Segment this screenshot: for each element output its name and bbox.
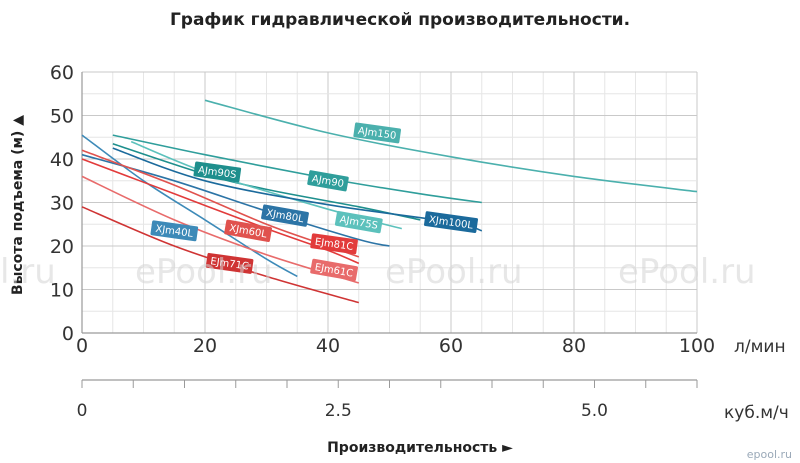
series-label-text: EJm71C bbox=[210, 256, 250, 272]
series-label-box bbox=[334, 210, 383, 234]
series-label-ajm90s: AJm90S bbox=[193, 161, 242, 183]
x-axis-label: Производительность ► bbox=[327, 440, 513, 456]
series-label-xjm100l: XJm100L bbox=[424, 211, 478, 234]
series-label-box bbox=[310, 233, 358, 255]
x-tick-label: 60 bbox=[439, 335, 463, 357]
y-tick-label: 10 bbox=[50, 280, 74, 302]
y-axis-label: Высота подъема (м) ▲ bbox=[10, 115, 26, 295]
y-tick-labels: 0 10 20 30 40 50 60 bbox=[50, 62, 74, 345]
series-label-text: AJm150 bbox=[357, 126, 397, 142]
y-tick-label: 30 bbox=[50, 193, 74, 215]
series-label-box bbox=[424, 211, 478, 234]
y-tick-label: 60 bbox=[50, 62, 74, 84]
series-label-xjm40l: XJm40L bbox=[150, 220, 199, 242]
y-tick-label: 50 bbox=[50, 106, 74, 128]
x-tick-labels: 0 20 40 60 80 100 bbox=[76, 335, 715, 357]
series-label-box bbox=[310, 258, 359, 282]
series-label-box bbox=[261, 204, 309, 227]
series-label-ajm90: AJm90 bbox=[307, 170, 349, 192]
x2-tick-label: 5.0 bbox=[581, 401, 608, 421]
series-label-xjm60l: XJm60L bbox=[224, 219, 273, 242]
series-label-ajm75s: AJm75S bbox=[334, 210, 383, 234]
series-label-ajm150: AJm150 bbox=[353, 122, 402, 144]
y-tick-label: 20 bbox=[50, 236, 74, 258]
series-labels: AJm150 AJm90 AJm90S AJm75S XJm100L XJm80L XJm4… bbox=[150, 122, 478, 282]
series-label-ejm81c: EJm81C bbox=[310, 233, 358, 255]
y-tick-label: 0 bbox=[62, 323, 74, 345]
series-label-box bbox=[205, 252, 254, 274]
series-label-box bbox=[353, 122, 402, 144]
chart-title: График гидравлической производительности… bbox=[170, 10, 630, 30]
watermark-text: ePool.ru bbox=[135, 252, 273, 292]
x-tick-label: 80 bbox=[562, 335, 586, 357]
y-tick-label: 40 bbox=[50, 149, 74, 171]
series-label-box bbox=[150, 220, 199, 242]
x2-tick-label: 2.5 bbox=[325, 401, 352, 421]
series-label-text: EJm81C bbox=[314, 237, 354, 253]
series-label-box bbox=[193, 161, 242, 183]
series-label-ejm61c: EJm61C bbox=[310, 258, 359, 282]
x-tick-label: 20 bbox=[193, 335, 217, 357]
series-line-ajm90s bbox=[112, 143, 421, 221]
series-label-text: XJm40L bbox=[155, 224, 194, 240]
x-tick-label: 0 bbox=[76, 335, 88, 357]
x2-unit-label: куб.м/ч bbox=[724, 403, 789, 423]
watermark-text: ePool.ru bbox=[385, 252, 523, 292]
x-tick-label: 100 bbox=[679, 335, 715, 357]
watermark-text: ePool.ru bbox=[618, 252, 756, 292]
series-label-ejm71c: EJm71C bbox=[205, 252, 254, 274]
series-label-text: AJm90S bbox=[197, 165, 237, 181]
series-label-xjm80l: XJm80L bbox=[261, 204, 309, 227]
series-label-box bbox=[224, 219, 273, 242]
series-label-box bbox=[307, 170, 349, 192]
series-line-ajm150 bbox=[204, 99, 698, 193]
x-tick-label: 40 bbox=[316, 335, 340, 357]
watermark-text: l.ru bbox=[0, 252, 56, 292]
x2-tick-label: 0 bbox=[77, 401, 88, 421]
grid bbox=[81, 71, 698, 334]
secondary-x-axis: 0 2.5 5.0 bbox=[77, 379, 698, 421]
watermarks: l.ru ePool.ru ePool.ru ePool.ru bbox=[0, 252, 756, 292]
site-watermark: epool.ru bbox=[747, 448, 792, 461]
x-unit-label: л/мин bbox=[734, 337, 786, 357]
